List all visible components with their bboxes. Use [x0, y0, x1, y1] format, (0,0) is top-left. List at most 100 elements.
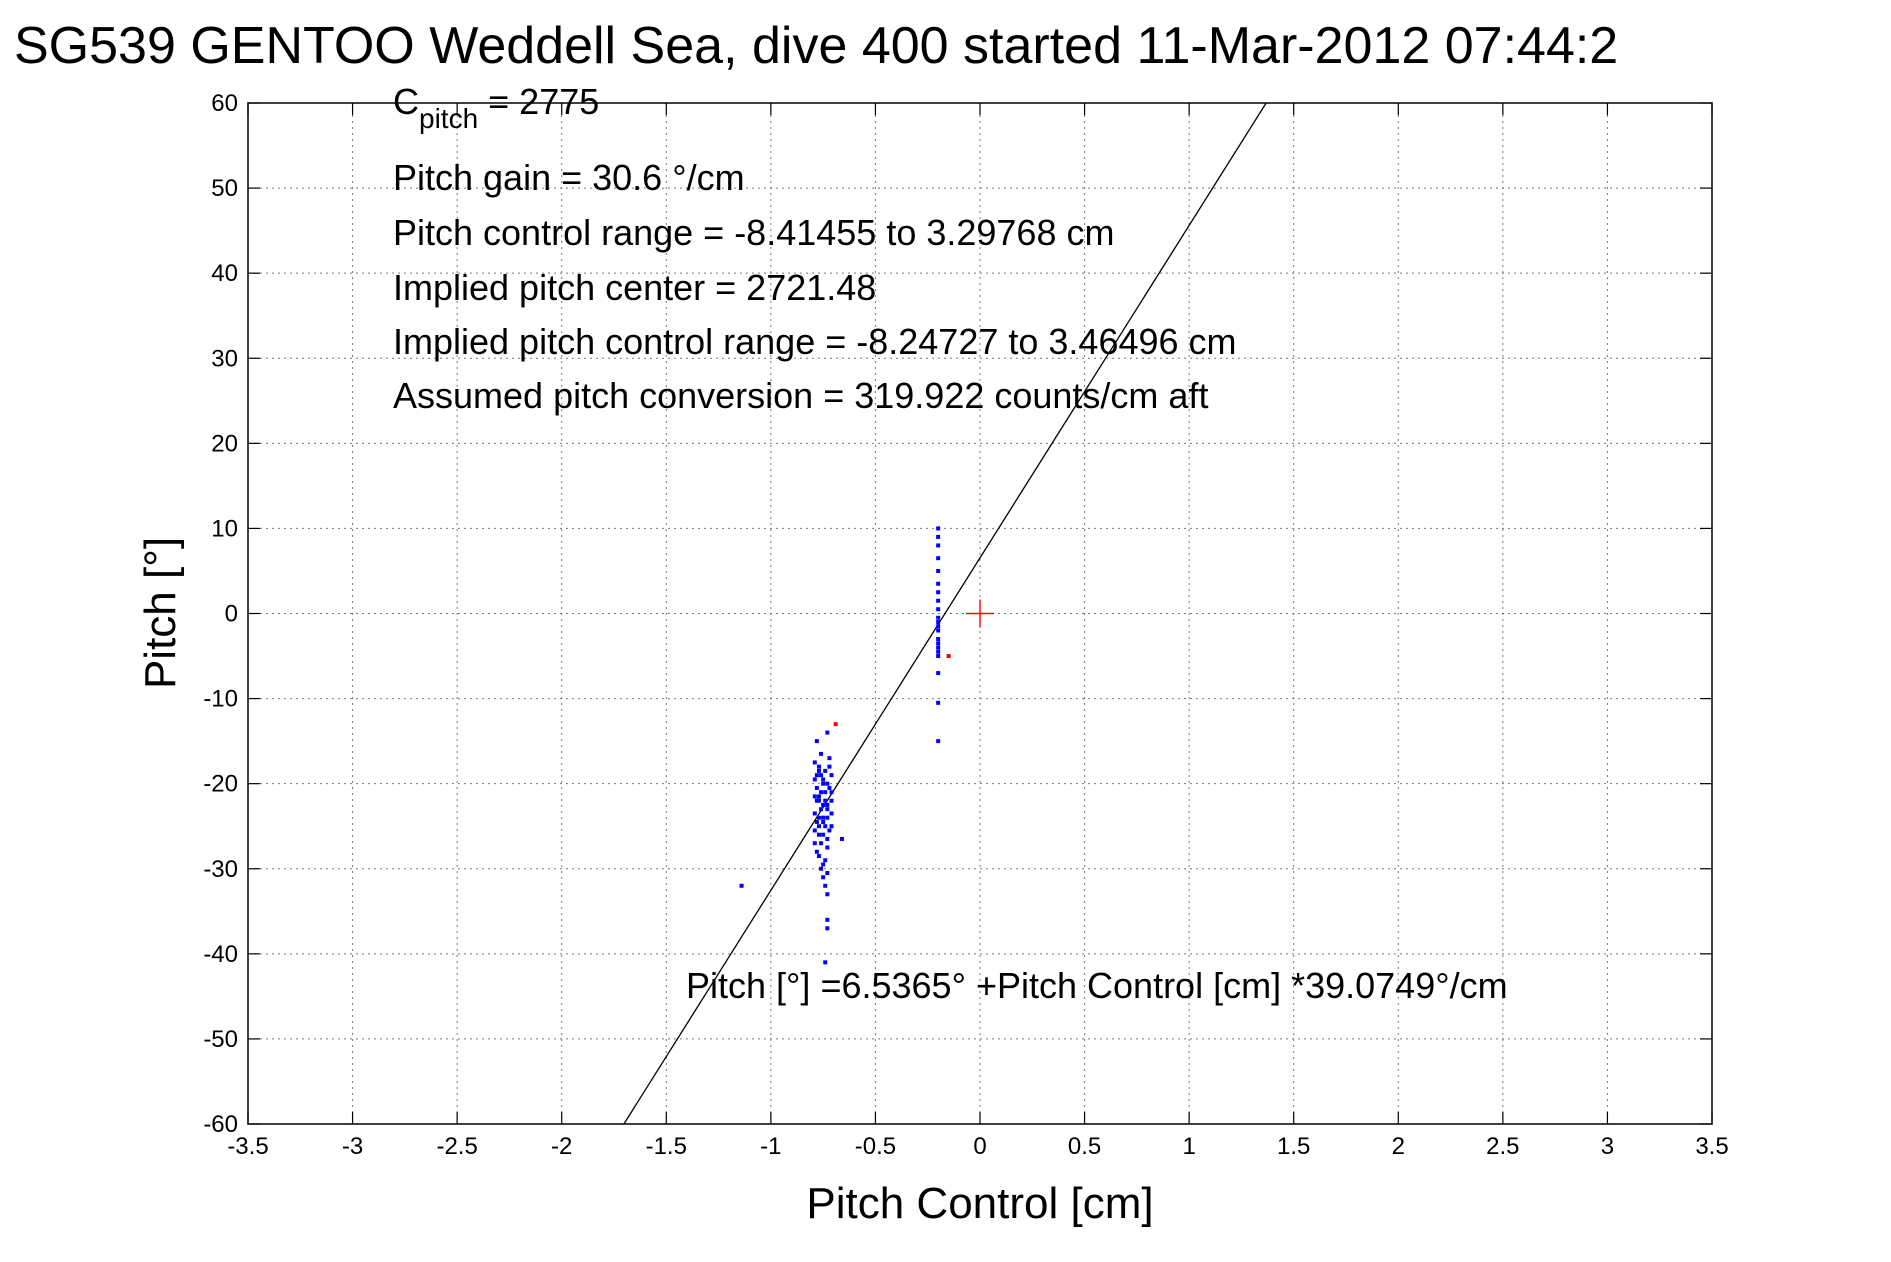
blue-data-point	[814, 849, 819, 854]
blue-data-point	[819, 866, 824, 871]
x-tick-label: 1.5	[1277, 1133, 1310, 1160]
blue-data-point	[829, 773, 834, 778]
blue-data-point	[819, 773, 824, 778]
blue-data-point	[823, 798, 828, 803]
blue-data-point	[821, 802, 826, 807]
blue-data-point	[936, 590, 941, 595]
blue-data-point	[825, 815, 830, 820]
x-tick-label: 0.5	[1068, 1133, 1101, 1160]
blue-data-point	[821, 777, 826, 782]
x-tick-label: -0.5	[855, 1133, 896, 1160]
y-tick-label: -50	[203, 1026, 238, 1053]
blue-data-point	[829, 798, 834, 803]
blue-data-point	[825, 845, 830, 850]
x-tick-label: 2	[1392, 1133, 1405, 1160]
y-tick-label: -30	[203, 856, 238, 883]
blue-data-point	[827, 828, 832, 833]
blue-data-point	[825, 892, 830, 897]
blue-data-point	[816, 824, 821, 829]
y-tick-labels: -60 -50 -40 -30 -20 -10 0 10 20 30 40 50 60	[203, 90, 238, 1138]
blue-data-point	[823, 824, 828, 829]
blue-data-point	[825, 802, 830, 807]
y-tick-label: -20	[203, 771, 238, 798]
blue-data-point	[823, 883, 828, 888]
c-pitch-subscript: pitch	[419, 103, 478, 134]
c-pitch-value: = 2775	[478, 81, 599, 122]
annotation-implied-pitch-control-range: Implied pitch control range = -8.24727 t…	[393, 321, 1237, 362]
blue-data-point	[814, 798, 819, 803]
blue-data-point	[819, 841, 824, 846]
y-tick-label: -60	[203, 1111, 238, 1138]
blue-data-point	[816, 768, 821, 773]
blue-data-point	[936, 534, 941, 539]
blue-data-point	[821, 862, 826, 867]
blue-data-point	[936, 620, 941, 625]
x-tick-label: -3.5	[227, 1133, 268, 1160]
y-tick-label: 30	[211, 345, 238, 372]
blue-data-point	[827, 756, 832, 761]
red-data-point	[833, 722, 838, 727]
blue-data-point	[936, 637, 941, 642]
blue-data-point	[827, 785, 832, 790]
blue-data-point	[825, 807, 830, 812]
annotation-pitch-control-range: Pitch control range = -8.41455 to 3.2976…	[393, 212, 1114, 253]
blue-data-point	[829, 790, 834, 795]
blue-data-point	[825, 926, 830, 931]
blue-data-point	[814, 773, 819, 778]
c-pitch-prefix: C	[393, 81, 419, 122]
annotation-fit-equation: Pitch [°] =6.5365° +Pitch Control [cm] *…	[686, 965, 1508, 1006]
blue-data-point	[936, 556, 941, 561]
blue-data-point	[936, 628, 941, 633]
blue-data-point	[816, 764, 821, 769]
blue-data-point	[812, 811, 817, 816]
center-marker	[966, 599, 994, 628]
fit-line	[623, 102, 1267, 1125]
chart-title: SG539 GENTOO Weddell Sea, dive 400 start…	[14, 17, 1618, 75]
blue-data-point	[827, 764, 832, 769]
blue-data-point	[825, 781, 830, 786]
y-tick-label: 60	[211, 90, 238, 117]
blue-data-point	[823, 858, 828, 863]
blue-data-point	[936, 598, 941, 603]
blue-data-point	[936, 526, 941, 531]
blue-data-point	[936, 581, 941, 586]
x-tick-label: -3	[342, 1133, 363, 1160]
blue-data-point	[936, 568, 941, 573]
y-tick-label: 50	[211, 175, 238, 202]
blue-data-point	[825, 917, 830, 922]
x-tick-label: 3.5	[1695, 1133, 1728, 1160]
x-tick-label: -1	[760, 1133, 781, 1160]
y-axis-label: Pitch [°]	[136, 537, 185, 689]
blue-data-point	[823, 768, 828, 773]
blue-data-point	[819, 790, 824, 795]
annotation-pitch-gain: Pitch gain = 30.6 °/cm	[393, 157, 745, 198]
blue-data-point	[936, 641, 941, 646]
y-tick-label: -10	[203, 686, 238, 713]
blue-data-point	[825, 730, 830, 735]
blue-data-point	[819, 751, 824, 756]
annotation-c-pitch: Cpitch = 2775	[393, 81, 599, 134]
blue-data-point	[816, 853, 821, 858]
blue-data-point	[829, 811, 834, 816]
x-tick-label: 3	[1601, 1133, 1614, 1160]
annotation-implied-pitch-center: Implied pitch center = 2721.48	[393, 267, 876, 308]
blue-data-point	[819, 807, 824, 812]
blue-data-point	[814, 785, 819, 790]
annotation-assumed-pitch-conversion: Assumed pitch conversion = 319.922 count…	[393, 375, 1208, 416]
blue-data-point	[936, 700, 941, 705]
x-tick-label: 1	[1182, 1133, 1195, 1160]
blue-data-point	[816, 832, 821, 837]
blue-data-point	[821, 819, 826, 824]
y-tick-label: 0	[225, 601, 238, 628]
blue-data-point	[814, 739, 819, 744]
blue-data-point	[816, 798, 821, 803]
blue-data-point	[821, 781, 826, 786]
blue-data-point	[823, 960, 828, 965]
blue-data-point	[812, 777, 817, 782]
x-tick-label: -1.5	[646, 1133, 687, 1160]
blue-data-point	[829, 824, 834, 829]
blue-data-point	[739, 883, 744, 888]
red-data-point	[946, 654, 951, 659]
x-tick-label: 2.5	[1486, 1133, 1519, 1160]
blue-data-point	[814, 819, 819, 824]
